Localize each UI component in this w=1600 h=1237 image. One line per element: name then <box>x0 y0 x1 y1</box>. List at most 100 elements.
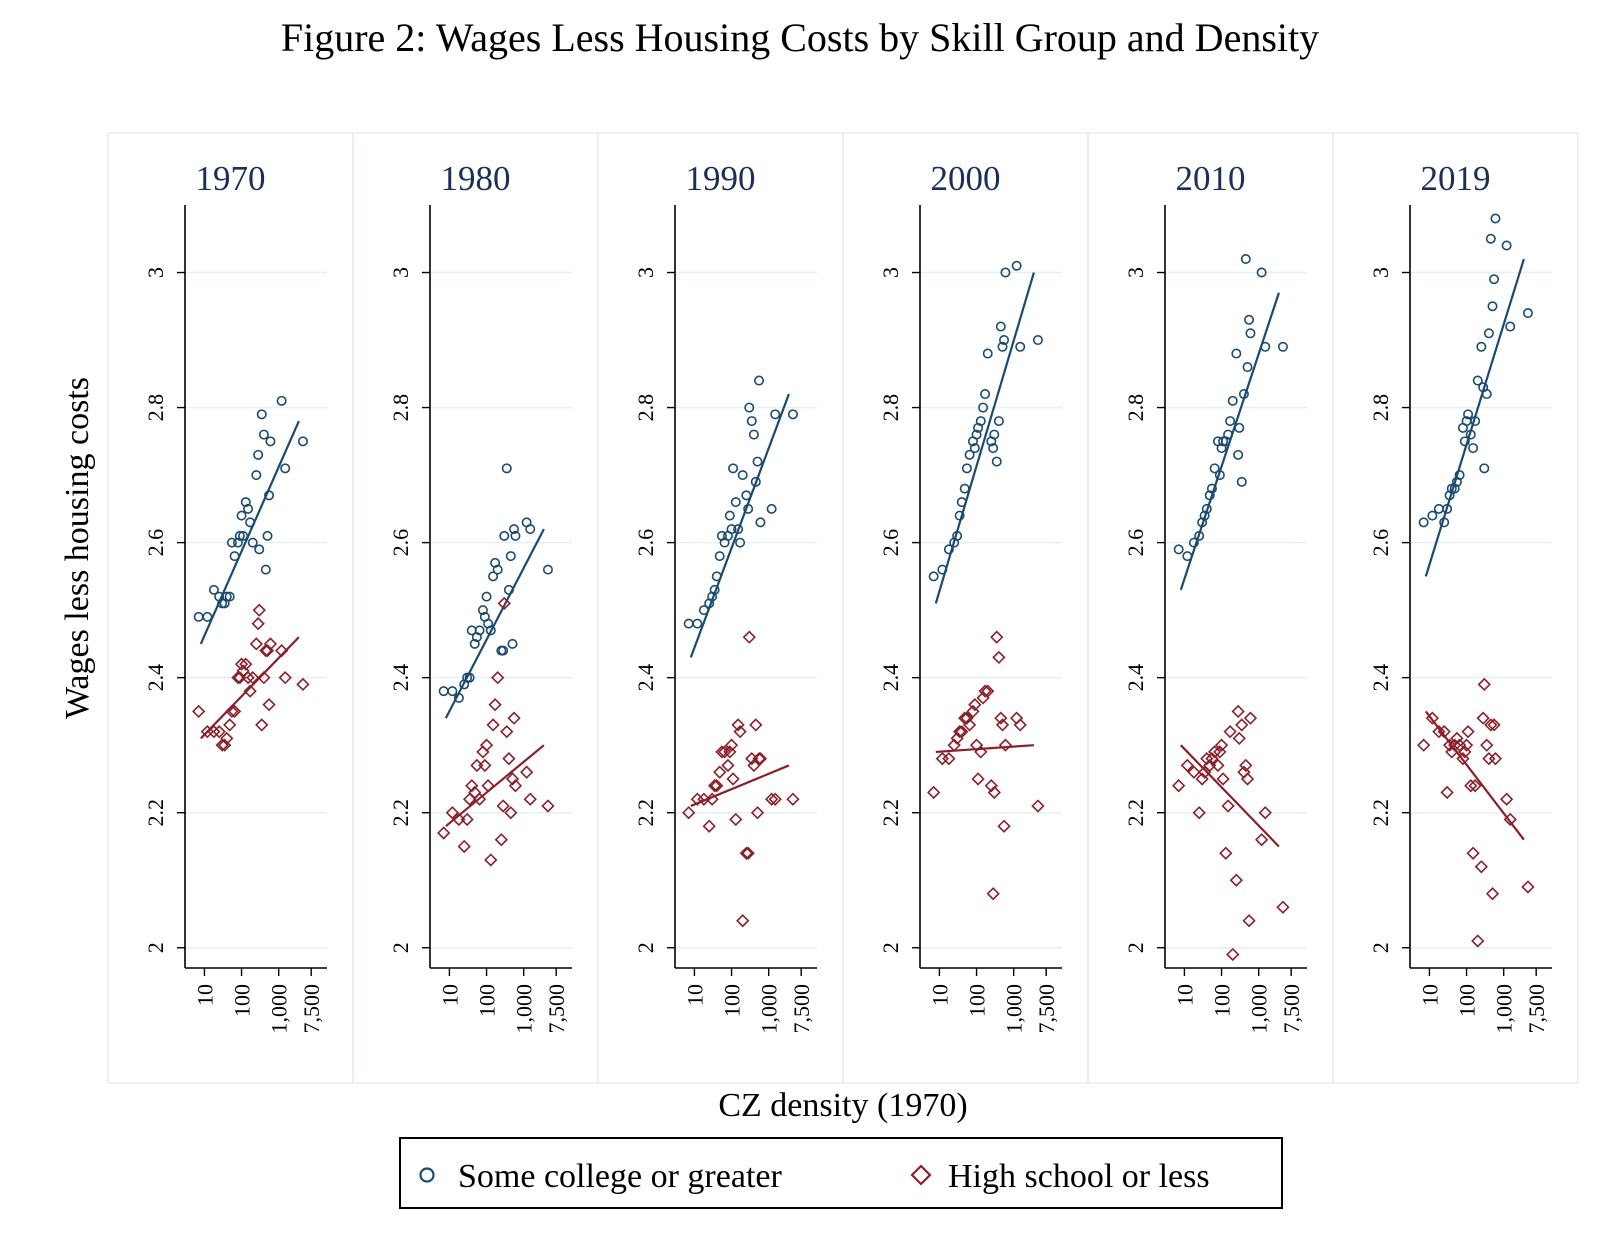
point-high-school <box>1243 711 1258 725</box>
point-college <box>1194 530 1205 541</box>
point-college <box>262 530 273 541</box>
point-college <box>276 395 287 406</box>
y-tick-label: 2 <box>143 942 168 953</box>
y-tick-label: 2.6 <box>633 529 658 557</box>
point-college <box>755 517 766 528</box>
y-tick-label: 2.2 <box>1368 799 1393 827</box>
point-high-school <box>1485 887 1500 901</box>
y-tick-label: 3 <box>878 267 903 278</box>
point-college <box>746 416 757 427</box>
point-college <box>507 638 518 649</box>
point-high-school <box>717 745 732 759</box>
point-college <box>499 530 510 541</box>
point-high-school <box>731 718 745 732</box>
point-college <box>1481 389 1492 400</box>
panel-1990: 1990 2 2.2 2.4 2.6 2.8 3 10 100 1,000 7,500 <box>597 132 844 1084</box>
point-college <box>251 470 262 481</box>
point-high-school <box>981 684 995 698</box>
point-high-school <box>1476 711 1490 725</box>
point-high-school <box>1231 704 1245 719</box>
x-tick-label: 7,500 <box>789 984 814 1034</box>
y-tick-label: 2.4 <box>1123 664 1148 692</box>
x-tick-label: 100 <box>230 984 255 1017</box>
point-college <box>1000 267 1011 278</box>
panel-title-1970: 1970 <box>196 159 266 198</box>
point-college <box>750 476 761 487</box>
panel-title-2019: 2019 <box>1421 159 1491 198</box>
point-college <box>1233 449 1244 460</box>
point-high-school <box>1458 745 1472 759</box>
point-college <box>975 416 986 427</box>
y-tick-label: 2.2 <box>633 799 658 827</box>
point-high-school <box>1187 765 1201 779</box>
y-tick-label: 2.2 <box>143 799 168 827</box>
point-college <box>959 483 970 494</box>
point-college <box>956 497 967 508</box>
point-college <box>928 571 939 582</box>
point-college <box>737 470 748 481</box>
x-tick-label: 10 <box>927 984 952 1006</box>
x-tick-label: 100 <box>475 984 500 1017</box>
legend-label-high-school: High school or less <box>948 1158 1210 1195</box>
point-high-school <box>1437 725 1451 739</box>
point-high-school <box>486 718 500 732</box>
point-high-school <box>505 772 520 786</box>
point-high-school <box>786 792 800 806</box>
point-high-school <box>523 792 537 806</box>
point-high-school <box>749 718 763 732</box>
x-tick-label: 7,500 <box>299 984 324 1034</box>
point-college <box>264 490 275 501</box>
point-high-school <box>494 833 508 847</box>
point-college <box>1015 341 1026 352</box>
point-high-school <box>1477 677 1491 692</box>
point-college <box>989 429 1000 440</box>
point-college <box>488 571 499 582</box>
point-college <box>1433 503 1444 514</box>
point-high-school <box>296 677 310 692</box>
point-high-school <box>960 711 974 725</box>
y-tick-label: 2.4 <box>1368 664 1393 692</box>
point-college <box>1240 254 1251 265</box>
point-high-school <box>1464 779 1478 793</box>
point-college <box>280 463 291 474</box>
point-high-school <box>1466 846 1480 860</box>
point-college <box>964 449 975 460</box>
point-high-school <box>1172 779 1186 793</box>
fit-line-high-school <box>1180 744 1280 848</box>
point-high-school <box>496 799 510 813</box>
point-high-school <box>987 785 1001 800</box>
point-college <box>1236 476 1247 487</box>
point-high-school <box>1223 725 1237 739</box>
point-high-school <box>710 779 724 793</box>
point-high-school <box>497 596 511 611</box>
point-college <box>988 443 999 454</box>
y-tick-label: 2 <box>633 942 658 953</box>
point-high-school <box>1521 880 1535 894</box>
point-college <box>247 537 258 548</box>
point-high-school <box>460 812 474 827</box>
point-high-school <box>723 745 737 759</box>
point-high-school <box>263 637 278 651</box>
point-high-school <box>968 698 982 712</box>
point-high-school <box>764 792 779 806</box>
x-tick-label: 1,000 <box>267 984 292 1034</box>
point-college <box>1483 328 1494 339</box>
point-high-school <box>724 738 739 752</box>
y-tick-label: 2.6 <box>1368 529 1393 557</box>
point-high-school <box>207 725 221 739</box>
point-high-school <box>733 725 747 739</box>
point-high-school <box>971 772 985 786</box>
point-high-school <box>1200 752 1214 766</box>
point-high-school <box>252 603 266 617</box>
point-college <box>999 335 1010 346</box>
point-high-school <box>1216 772 1230 786</box>
point-high-school <box>1461 725 1475 739</box>
y-tick-label: 2.4 <box>878 664 903 692</box>
x-tick-label: 7,500 <box>1279 984 1304 1034</box>
point-college <box>256 409 267 420</box>
point-high-school <box>1425 711 1439 725</box>
point-high-school <box>1484 718 1498 732</box>
point-college <box>219 598 230 609</box>
point-high-school <box>1031 799 1045 813</box>
point-high-school <box>726 772 740 786</box>
